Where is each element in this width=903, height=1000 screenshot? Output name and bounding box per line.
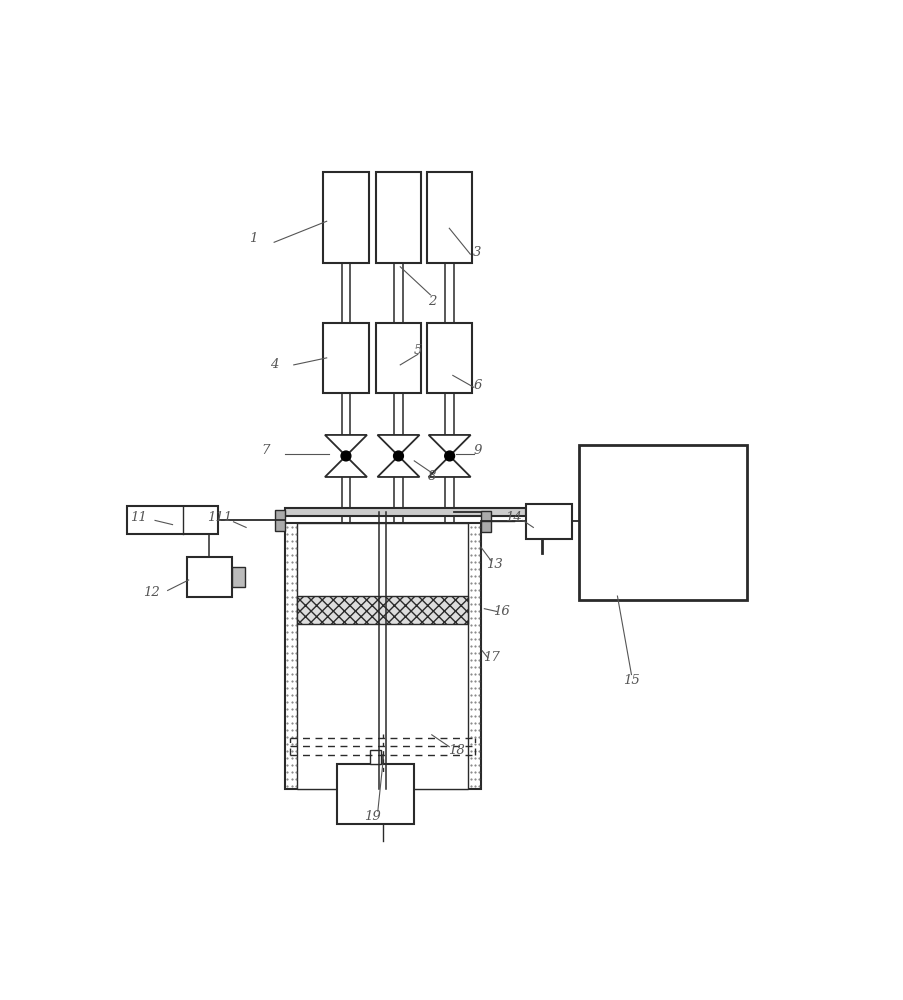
Circle shape [444,451,454,461]
Text: 18: 18 [447,744,464,757]
Polygon shape [377,435,419,456]
Text: 12: 12 [143,586,160,599]
Polygon shape [428,435,470,456]
Text: 13: 13 [486,558,503,571]
Text: 2: 2 [427,295,435,308]
Text: 7: 7 [261,444,270,457]
Bar [297,596,468,624]
Bar [370,750,380,764]
Circle shape [393,451,403,461]
Text: 3: 3 [472,246,481,259]
Bar [275,510,284,531]
Polygon shape [377,456,419,477]
Bar [297,523,468,789]
Bar [480,511,490,532]
Text: 11: 11 [130,511,147,524]
Polygon shape [324,456,367,477]
Bar [426,172,472,263]
Bar [578,445,746,600]
Polygon shape [324,435,367,456]
Bar [426,323,472,393]
Text: 6: 6 [472,379,481,392]
Text: 9: 9 [472,444,481,457]
Bar [284,508,526,516]
Text: 111: 111 [207,511,232,524]
Bar [337,764,414,824]
Text: 14: 14 [505,511,522,524]
Text: 15: 15 [622,674,639,687]
Text: 19: 19 [363,810,380,823]
Polygon shape [428,456,470,477]
Bar [284,523,480,789]
Bar [126,506,218,534]
Text: 5: 5 [413,344,422,357]
Text: 16: 16 [493,605,509,618]
Bar [323,323,368,393]
Bar [232,567,245,587]
Text: 17: 17 [482,651,499,664]
Circle shape [340,451,350,461]
Bar [323,172,368,263]
Bar [186,557,232,597]
Bar [526,504,572,539]
Text: 1: 1 [248,232,257,245]
Text: 4: 4 [270,358,278,371]
Text: 8: 8 [427,470,435,483]
Bar [376,172,421,263]
Bar [376,323,421,393]
